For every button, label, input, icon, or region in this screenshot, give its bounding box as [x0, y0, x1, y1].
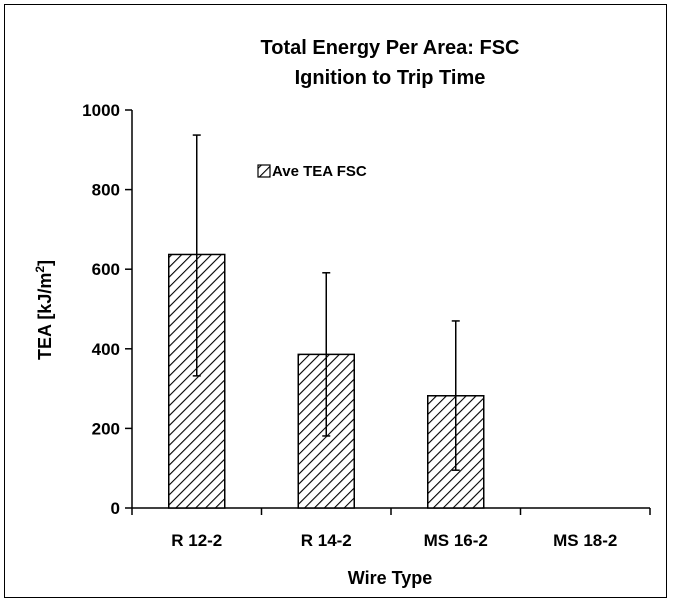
- legend: Ave TEA FSC: [257, 163, 367, 180]
- y-tick-label: 0: [111, 499, 120, 518]
- y-tick-label: 1000: [82, 101, 120, 120]
- y-axis-title-close: ]: [35, 260, 55, 266]
- y-axis-title: TEA [kJ/m2]: [33, 260, 55, 360]
- y-tick-label: 800: [92, 181, 120, 200]
- error-bars: [192, 134, 460, 471]
- y-tick-label: 400: [92, 340, 120, 359]
- y-axis-title-base: TEA [kJ/m: [35, 273, 55, 360]
- x-ticks: R 12-2 R 14-2 MS 16-2 MS 18-2: [131, 508, 651, 550]
- chart-title-line-1: Total Energy Per Area: FSC: [261, 37, 520, 59]
- y-tick-label: 600: [92, 260, 120, 279]
- x-tick-label: R 12-2: [171, 531, 222, 550]
- y-axis-title-sup: 2: [33, 266, 47, 273]
- x-tick-label: MS 18-2: [553, 531, 617, 550]
- x-axis-title: Wire Type: [348, 568, 433, 588]
- chart-frame: [4, 4, 667, 598]
- x-tick-label: R 14-2: [301, 531, 352, 550]
- y-tick-label: 200: [92, 419, 120, 438]
- x-tick-label: MS 16-2: [424, 531, 488, 550]
- chart-title-line-2: Ignition to Trip Time: [295, 67, 486, 89]
- y-ticks: 0 200 400 600 800 1000: [82, 101, 132, 518]
- legend-swatch: [257, 164, 271, 178]
- legend-label: Ave TEA FSC: [272, 163, 367, 180]
